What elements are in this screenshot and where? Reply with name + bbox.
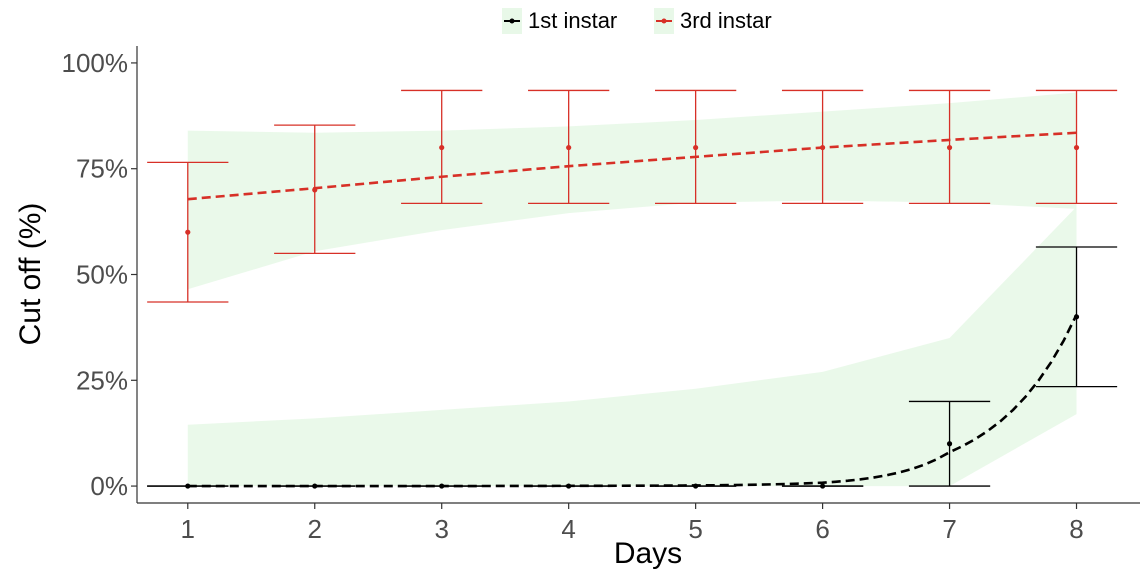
x-tick-label: 3 [434, 514, 448, 544]
legend-key-point [509, 18, 515, 24]
x-tick-label: 7 [942, 514, 956, 544]
y-tick-label: 50% [76, 260, 128, 290]
x-tick-label: 5 [688, 514, 702, 544]
y-ticks: 0% 25% 50% 75% 100% [62, 48, 137, 501]
x-tick-label: 8 [1069, 514, 1083, 544]
data-point [312, 483, 318, 489]
data-point [185, 483, 191, 489]
legend-key-point [661, 18, 667, 24]
series-layer [147, 89, 1118, 489]
data-point [693, 144, 699, 151]
data-point [819, 144, 826, 151]
data-point [946, 144, 953, 151]
data-point [946, 441, 953, 447]
x-tick-label: 6 [815, 514, 829, 544]
data-point [566, 483, 572, 489]
confidence-band-1st-instar [187, 206, 1077, 487]
x-tick-label: 1 [181, 514, 195, 544]
legend-label: 3rd instar [680, 8, 772, 33]
y-axis-title: Cut off (%) [14, 203, 47, 346]
y-tick-label: 25% [76, 365, 128, 395]
data-point [566, 144, 572, 151]
fit-line [187, 131, 1077, 201]
x-tick-label: 2 [308, 514, 322, 544]
x-tick-label: 4 [561, 514, 575, 544]
data-point [1073, 144, 1080, 151]
legend-item-3rd-instar: 3rd instar [654, 8, 772, 34]
fit-line [187, 314, 1078, 488]
x-axis-title: Days [614, 537, 682, 570]
legend: 1st instar 3rd instar [502, 8, 772, 34]
confidence-bands [187, 92, 1077, 487]
data-point [439, 144, 445, 151]
y-tick-label: 75% [76, 154, 128, 184]
data-point [819, 483, 826, 489]
y-tick-label: 100% [62, 48, 129, 78]
data-point [1073, 314, 1080, 320]
confidence-band-3rd-instar [187, 92, 1077, 290]
y-tick-label: 0% [90, 471, 128, 501]
legend-label: 1st instar [528, 8, 617, 33]
data-point [312, 187, 318, 193]
data-point [185, 229, 191, 235]
data-point [693, 483, 699, 489]
series-1st-instar [147, 246, 1118, 489]
legend-item-1st-instar: 1st instar [502, 8, 617, 34]
data-point [439, 483, 445, 489]
series-3rd-instar [147, 89, 1118, 303]
x-ticks: 1 2 3 4 5 6 7 8 [181, 503, 1084, 544]
